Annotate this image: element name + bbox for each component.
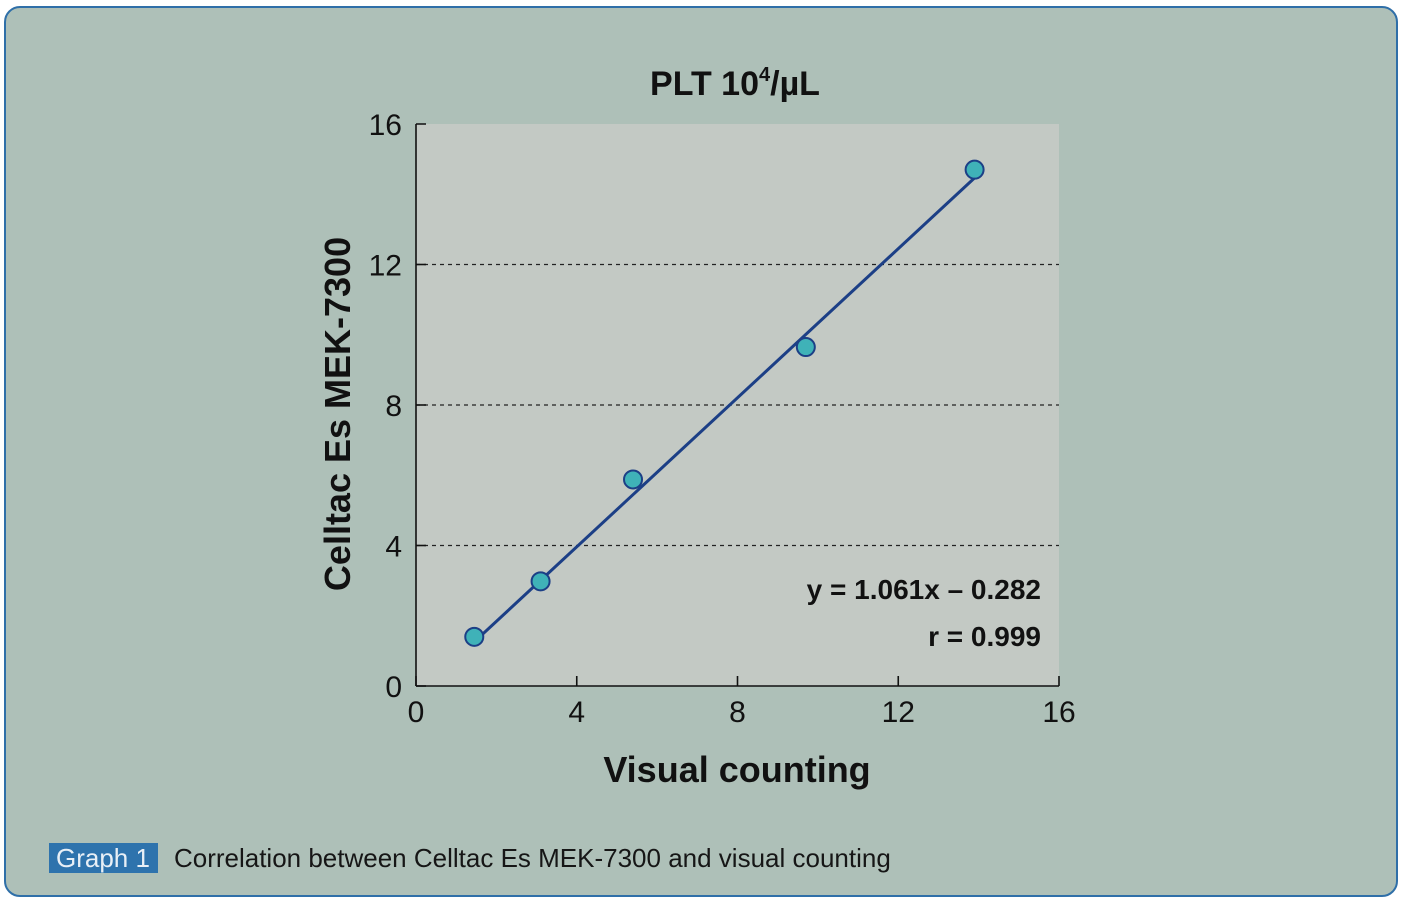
data-point xyxy=(623,469,644,490)
regression-line xyxy=(477,176,976,640)
title-unit: /µL xyxy=(770,65,820,103)
x-axis-label: Visual counting xyxy=(603,749,870,790)
regression-equation: y = 1.061x – 0.282 xyxy=(807,574,1041,605)
data-point xyxy=(964,159,985,180)
x-tick-label: 16 xyxy=(1042,696,1075,729)
x-tick-label: 0 xyxy=(408,696,425,729)
y-tick-label: 12 xyxy=(369,250,402,283)
correlation-coefficient: r = 0.999 xyxy=(928,621,1041,652)
data-point xyxy=(530,571,551,592)
y-tick-label: 16 xyxy=(369,109,402,142)
caption-badge: Graph 1 xyxy=(49,843,158,873)
y-tick-label: 0 xyxy=(385,671,402,704)
gridlines xyxy=(416,263,1059,547)
y-ticks: 0 4 8 12 16 xyxy=(369,109,426,704)
title-main: PLT 10 xyxy=(650,65,759,103)
title-superscript: 4 xyxy=(759,64,771,86)
data-point xyxy=(464,626,485,647)
x-tick-label: 4 xyxy=(568,696,585,729)
y-axis-label: Celltac Es MEK-7300 xyxy=(317,237,358,591)
caption-text: Correlation between Celltac Es MEK-7300 … xyxy=(173,843,891,873)
data-points xyxy=(464,159,985,647)
figure-caption: Graph 1 Correlation between Celltac Es M… xyxy=(49,842,891,874)
chart-title: PLT 104/µL xyxy=(650,64,820,103)
y-tick-label: 4 xyxy=(385,531,402,564)
x-tick-label: 8 xyxy=(729,696,746,729)
y-tick-label: 8 xyxy=(385,390,402,423)
figure-panel: 0 4 8 12 16 0 4 8 12 16 PLT 104/µL Visual counti… xyxy=(4,6,1398,897)
data-point xyxy=(795,337,816,358)
x-ticks: 0 4 8 12 16 xyxy=(408,676,1076,729)
x-tick-label: 12 xyxy=(882,696,915,729)
